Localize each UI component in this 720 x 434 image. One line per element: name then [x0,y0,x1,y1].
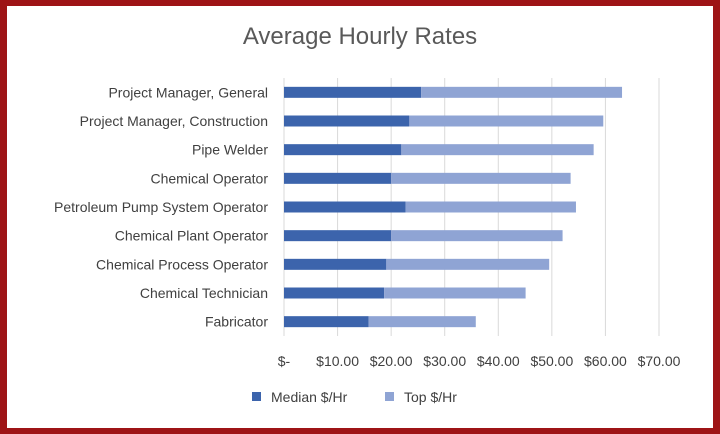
bar-median [284,230,392,242]
bar-top [386,258,550,270]
bar-chart: Average Hourly Rates Project Manager, Ge… [54,23,681,405]
category-label: Pipe Welder [192,142,268,158]
bar-top [384,287,526,299]
x-tick-label: $- [278,353,291,369]
bar-median [284,201,406,213]
bar-top [391,172,571,184]
legend-label: Top $/Hr [404,389,457,405]
bar-top [409,115,604,127]
bar-median [284,86,422,98]
bar-median [284,316,369,328]
category-label: Chemical Process Operator [96,256,268,272]
x-tick-label: $60.00 [584,353,627,369]
x-tick-label: $30.00 [423,353,466,369]
category-label: Fabricator [205,314,268,330]
legend: Median $/Hr Top $/Hr [252,389,457,405]
legend-label: Median $/Hr [271,389,348,405]
bars [284,86,623,328]
bar-top [391,230,563,242]
bar-median [284,172,392,184]
chart-title: Average Hourly Rates [243,23,477,50]
bar-median [284,258,387,270]
bar-top [368,316,476,328]
x-tick-label: $50.00 [530,353,573,369]
category-labels: Project Manager, General Project Manager,… [54,84,268,329]
x-tick-label: $70.00 [638,353,681,369]
category-label: Project Manager, General [108,84,268,100]
x-tick-label: $10.00 [316,353,359,369]
category-label: Chemical Technician [140,285,268,301]
category-label: Project Manager, Construction [80,113,268,129]
x-tick-label: $40.00 [477,353,520,369]
bar-median [284,144,402,156]
legend-swatch [385,392,394,401]
bar-top [405,201,576,213]
bar-top [401,144,594,156]
bar-top [421,86,623,98]
bar-median [284,115,410,127]
bar-median [284,287,385,299]
x-axis-tick-labels: $- $10.00 $20.00 $30.00 $40.00 $50.00 $60.00 $7… [278,353,681,369]
category-label: Chemical Plant Operator [115,228,269,244]
legend-swatch [252,392,261,401]
category-label: Petroleum Pump System Operator [54,199,268,215]
chart-frame: Average Hourly Rates Project Manager, Ge… [7,6,713,428]
category-label: Chemical Operator [151,170,269,186]
x-tick-label: $20.00 [370,353,413,369]
